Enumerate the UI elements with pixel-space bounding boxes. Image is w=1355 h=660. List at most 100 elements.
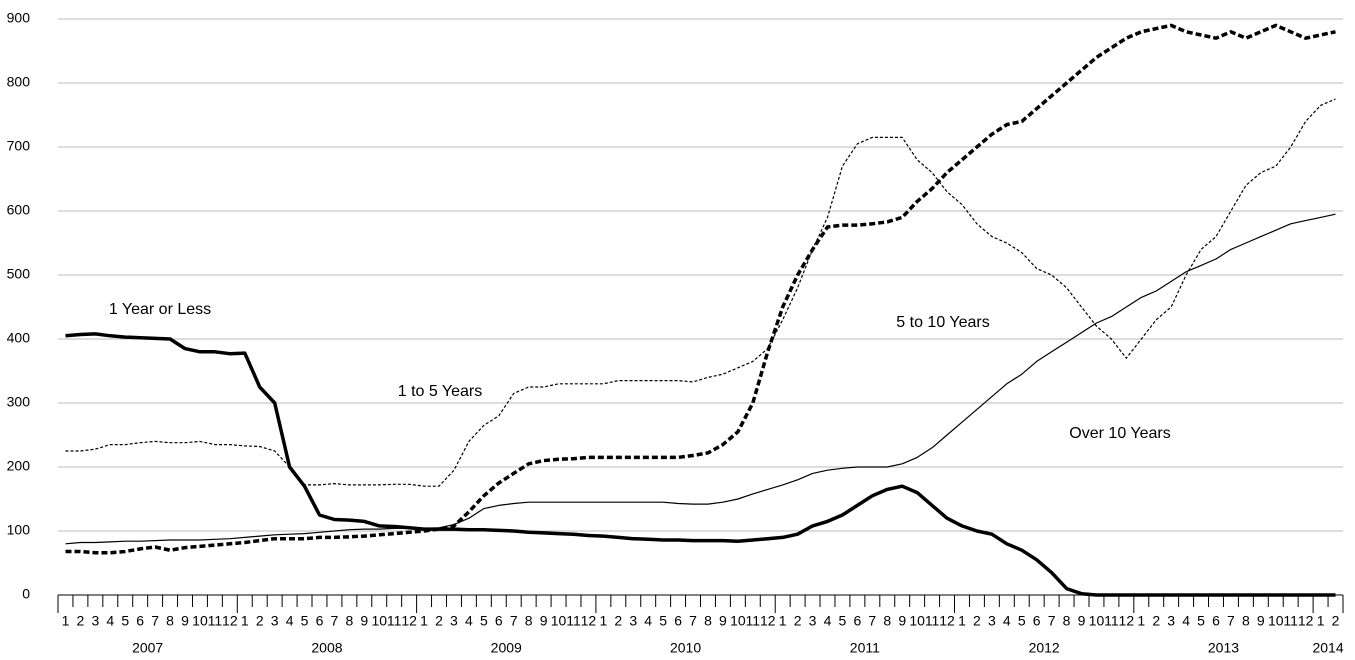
y-tick-label: 400 [7, 330, 31, 346]
x-tick-label: 2 [973, 613, 981, 629]
x-tick-label: 1 [241, 613, 249, 629]
x-tick-label: 6 [1033, 613, 1041, 629]
x-tick-label: 8 [1242, 613, 1250, 629]
x-tick-label: 11 [387, 613, 402, 629]
x-tick-label: 8 [166, 613, 174, 629]
x-tick-label: 11 [208, 613, 223, 629]
x-tick-label: 9 [540, 613, 548, 629]
x-tick-label: 4 [286, 613, 294, 629]
x-tick-label: 6 [853, 613, 861, 629]
series-line [65, 332, 1336, 597]
y-tick-label: 500 [7, 266, 31, 282]
x-tick-label: 3 [450, 613, 458, 629]
x-tick-label: 3 [1167, 613, 1175, 629]
x-tick-label: 7 [689, 613, 697, 629]
x-tick-label: 10 [551, 613, 567, 629]
x-tick-label: 5 [480, 613, 488, 629]
x-tick-label: 7 [1048, 613, 1056, 629]
x-tick-label: 12 [1119, 613, 1135, 629]
x-tick-label: 5 [301, 613, 309, 629]
x-tick-label: 12 [222, 613, 238, 629]
x-tick-label: 9 [1257, 613, 1265, 629]
x-tick-label: 10 [192, 613, 208, 629]
x-tick-label: 1 [1137, 613, 1145, 629]
x-tick-label: 8 [1063, 613, 1071, 629]
year-label: 2011 [850, 640, 880, 656]
y-tick-label: 700 [7, 138, 31, 154]
x-tick-label: 2 [614, 613, 622, 629]
x-tick-label: 5 [121, 613, 129, 629]
series-line [65, 213, 1336, 545]
x-tick-label: 8 [883, 613, 891, 629]
x-tick-label: 8 [525, 613, 533, 629]
year-label: 2009 [491, 640, 522, 656]
x-tick-label: 11 [566, 613, 581, 629]
x-tick-label: 11 [925, 613, 940, 629]
series-line [65, 98, 1336, 487]
x-tick-label: 5 [659, 613, 667, 629]
y-tick-label: 100 [7, 522, 31, 538]
y-tick-label: 900 [7, 10, 31, 26]
x-tick-label: 12 [581, 613, 597, 629]
x-tick-label: 4 [644, 613, 652, 629]
series-label: Over 10 Years [1069, 425, 1170, 442]
x-tick-label: 11 [746, 613, 761, 629]
x-tick-label: 9 [360, 613, 368, 629]
series-label: 5 to 10 Years [896, 314, 989, 331]
year-label: 2008 [311, 640, 342, 656]
x-tick-label: 12 [1298, 613, 1314, 629]
x-tick-label: 7 [510, 613, 518, 629]
x-tick-label: 10 [730, 613, 746, 629]
x-tick-label: 9 [181, 613, 189, 629]
x-tick-label: 6 [674, 613, 682, 629]
x-tick-label: 2 [256, 613, 264, 629]
x-tick-label: 11 [1104, 613, 1119, 629]
x-tick-label: 1 [599, 613, 607, 629]
x-tick-label: 1 [1317, 613, 1325, 629]
y-tick-label: 800 [7, 74, 31, 90]
x-tick-label: 8 [704, 613, 712, 629]
x-tick-label: 2 [794, 613, 802, 629]
x-tick-label: 10 [1268, 613, 1284, 629]
x-tick-label: 5 [1197, 613, 1205, 629]
x-tick-label: 5 [1018, 613, 1026, 629]
year-label: 2007 [132, 640, 163, 656]
year-label: 2012 [1029, 640, 1060, 656]
x-tick-label: 7 [868, 613, 876, 629]
x-tick-label: 11 [1283, 613, 1298, 629]
x-tick-label: 2 [77, 613, 85, 629]
x-tick-label: 10 [1089, 613, 1105, 629]
x-tick-label: 1 [62, 613, 70, 629]
x-tick-label: 3 [809, 613, 817, 629]
series-label: 1 to 5 Years [398, 383, 483, 400]
x-tick-label: 6 [316, 613, 324, 629]
x-tick-label: 1 [779, 613, 787, 629]
x-tick-label: 3 [271, 613, 279, 629]
x-tick-label: 10 [371, 613, 387, 629]
x-tick-label: 12 [760, 613, 776, 629]
series-label: 1 Year or Less [109, 301, 211, 318]
x-tick-label: 3 [629, 613, 637, 629]
x-tick-label: 12 [939, 613, 955, 629]
y-tick-label: 600 [7, 202, 31, 218]
x-tick-label: 7 [151, 613, 159, 629]
x-tick-label: 3 [988, 613, 996, 629]
x-tick-label: 9 [719, 613, 727, 629]
x-tick-label: 5 [839, 613, 847, 629]
x-tick-label: 6 [495, 613, 503, 629]
x-tick-label: 9 [898, 613, 906, 629]
x-tick-label: 9 [1078, 613, 1086, 629]
x-tick-label: 6 [136, 613, 144, 629]
x-tick-label: 10 [909, 613, 925, 629]
year-label: 2013 [1208, 640, 1239, 656]
x-tick-label: 12 [401, 613, 417, 629]
x-tick-label: 1 [420, 613, 428, 629]
x-tick-label: 8 [345, 613, 353, 629]
y-tick-label: 300 [7, 394, 31, 410]
x-tick-label: 6 [1212, 613, 1220, 629]
x-tick-label: 4 [1182, 613, 1190, 629]
x-tick-label: 7 [1227, 613, 1235, 629]
year-label: 2014 [1312, 640, 1343, 656]
x-tick-label: 1 [958, 613, 966, 629]
